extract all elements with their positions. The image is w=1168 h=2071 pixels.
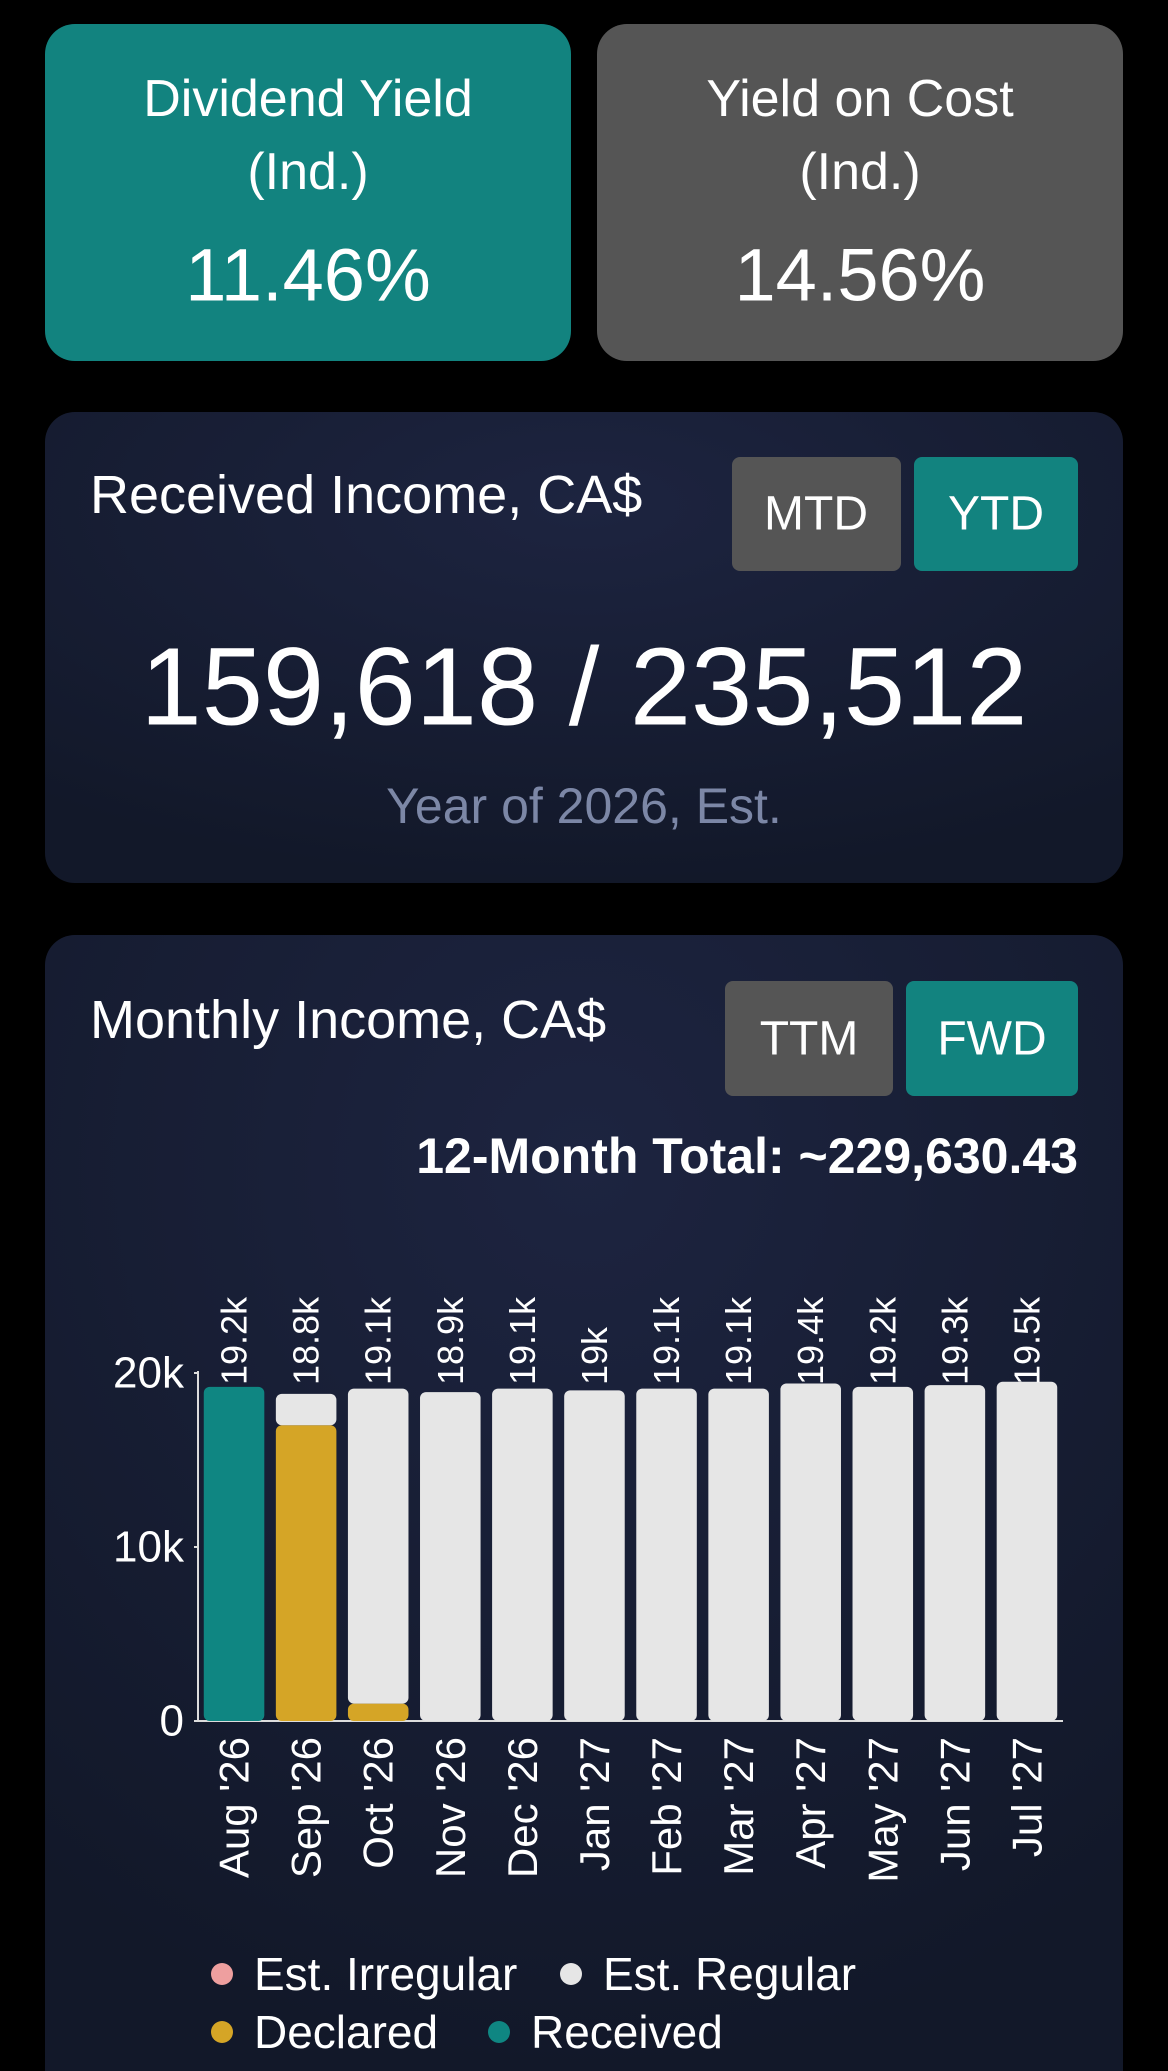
- total-label: 19.1k: [646, 1296, 687, 1385]
- yoc-card: [597, 24, 1123, 361]
- legend-swatch: [211, 1963, 233, 1985]
- button-label[interactable]: MTD: [764, 488, 868, 541]
- ytd-button[interactable]: [914, 457, 1078, 571]
- bar-segment: [203, 1386, 265, 1721]
- mtd-button[interactable]: [732, 457, 901, 571]
- x-tick-label: May '27: [859, 1737, 906, 1883]
- button-label[interactable]: FWD: [937, 1013, 1046, 1066]
- bar-segment: [636, 1388, 697, 1721]
- total-label: 19.3k: [934, 1296, 975, 1385]
- total-label: 19.1k: [718, 1296, 759, 1385]
- x-tick-label: Nov '26: [427, 1737, 474, 1878]
- x-tick-label: Sep '26: [283, 1737, 330, 1878]
- bar-segment: [492, 1388, 553, 1721]
- bar-segment: [275, 1393, 337, 1426]
- bar-segment: [564, 1390, 625, 1721]
- legend-label: Declared: [254, 2006, 438, 2058]
- card-sublabel: (Ind.): [247, 143, 368, 201]
- legend-swatch: [560, 1963, 582, 1985]
- x-tick-label: Jan '27: [571, 1737, 618, 1871]
- caption: Year of 2026, Est.: [386, 778, 782, 834]
- total-label: 19.1k: [502, 1296, 543, 1385]
- bar-segment: [852, 1386, 914, 1721]
- x-tick-label: Jul '27: [1003, 1737, 1050, 1857]
- fwd-button[interactable]: [906, 981, 1078, 1096]
- y-tick-label: 20k: [113, 1349, 185, 1398]
- legend-label: Received: [531, 2006, 723, 2058]
- bar-segment: [347, 1388, 409, 1704]
- bar-segment: [420, 1392, 481, 1721]
- x-tick-label: Aug '26: [211, 1737, 258, 1878]
- card-title: Received Income, CA$: [90, 465, 642, 525]
- button-label[interactable]: YTD: [948, 488, 1044, 541]
- bar-segment: [708, 1388, 769, 1721]
- total-label: 19.2k: [862, 1296, 903, 1385]
- button-label[interactable]: TTM: [760, 1013, 859, 1066]
- bar-segment: [924, 1385, 986, 1721]
- card-sublabel: (Ind.): [799, 143, 920, 201]
- card-title: Monthly Income, CA$: [90, 990, 606, 1050]
- bar-segment: [275, 1425, 337, 1721]
- bar-segment: [996, 1381, 1058, 1721]
- legend-swatch: [488, 2021, 510, 2043]
- total-label: 19k: [574, 1326, 615, 1385]
- total-label: 19.1k: [358, 1296, 399, 1385]
- x-tick-label: Apr '27: [787, 1737, 834, 1869]
- x-tick-label: Jun '27: [931, 1737, 978, 1871]
- x-tick-label: Dec '26: [499, 1737, 546, 1878]
- total-label: 18.9k: [430, 1296, 471, 1385]
- twelve-month-total: 12-Month Total: ~229,630.43: [416, 1128, 1078, 1184]
- ttm-button[interactable]: [725, 981, 893, 1096]
- total-label: 18.8k: [286, 1296, 327, 1385]
- x-tick-label: Mar '27: [715, 1737, 762, 1876]
- received-amount: 159,618 / 235,512: [141, 626, 1028, 749]
- legend-label: Est. Irregular: [254, 1948, 517, 2000]
- chart: 0 10k 20k 19.2k Aug '26 18.8k Sep '26 19.1k Oct …: [113, 1296, 1063, 2058]
- y-tick-label: 0: [160, 1697, 184, 1746]
- bar-segment: [780, 1383, 841, 1721]
- total-label: 19.2k: [214, 1296, 255, 1385]
- card-value: 14.56%: [735, 234, 986, 317]
- total-label: 19.4k: [790, 1296, 831, 1385]
- yield-card: [45, 24, 571, 361]
- x-tick-label: Feb '27: [643, 1737, 690, 1876]
- card-value: 11.46%: [185, 234, 431, 317]
- legend-swatch: [211, 2021, 233, 2043]
- legend-label: Est. Regular: [603, 1948, 856, 2000]
- card-label: Yield on Cost: [706, 70, 1014, 128]
- bar-segment: [347, 1703, 409, 1721]
- y-tick-label: 10k: [113, 1523, 185, 1572]
- x-tick-label: Oct '26: [355, 1737, 402, 1869]
- card-label: Dividend Yield: [143, 70, 473, 128]
- total-label: 19.5k: [1006, 1296, 1047, 1385]
